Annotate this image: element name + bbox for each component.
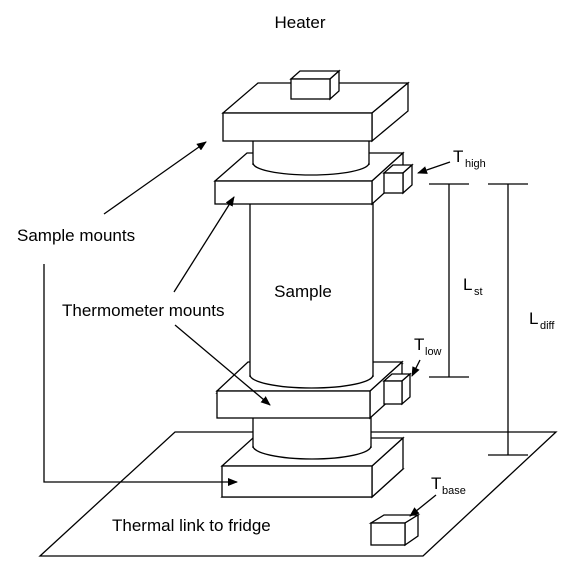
svg-text:L: L (529, 309, 538, 328)
svg-text:low: low (425, 346, 442, 358)
arrow-to-top-sample-mount (103, 141, 207, 215)
t-low-label: T low (414, 335, 442, 358)
svg-text:st: st (474, 286, 483, 298)
arrow-to-lower-thermometer-mount (174, 324, 271, 406)
svg-text:high: high (465, 158, 486, 170)
t-base-label: T base (431, 474, 466, 497)
thermometer-mounts-label: Thermometer mounts (62, 301, 225, 320)
t-high-label: T high (453, 147, 486, 170)
top-sample-mount (221, 81, 410, 143)
t-high-thermometer (382, 163, 414, 195)
svg-text:base: base (442, 485, 466, 497)
arrow-to-bottom-sample-mount (43, 264, 238, 486)
sample-cylinder (249, 183, 374, 389)
sample-label: Sample (274, 282, 332, 301)
l-diff-dimension (488, 183, 528, 456)
sample-mounts-label: Sample mounts (17, 226, 135, 245)
arrow-to-t-high (417, 161, 451, 174)
t-base-thermometer (368, 513, 421, 547)
thermal-link-label: Thermal link to fridge (112, 516, 271, 535)
heater-box (289, 69, 341, 101)
arrow-to-upper-thermometer-mount (173, 196, 235, 293)
svg-text:T: T (453, 147, 463, 166)
svg-text:T: T (414, 335, 424, 354)
l-diff-label: L diff (529, 309, 555, 332)
heater-label: Heater (274, 13, 325, 32)
svg-text:T: T (431, 474, 441, 493)
svg-text:diff: diff (540, 320, 555, 332)
t-low-thermometer (382, 372, 412, 406)
l-st-dimension (429, 183, 469, 378)
arrow-to-t-low (411, 359, 421, 377)
svg-text:L: L (463, 275, 472, 294)
arrow-to-t-base (409, 494, 437, 517)
l-st-label: L st (463, 275, 483, 298)
